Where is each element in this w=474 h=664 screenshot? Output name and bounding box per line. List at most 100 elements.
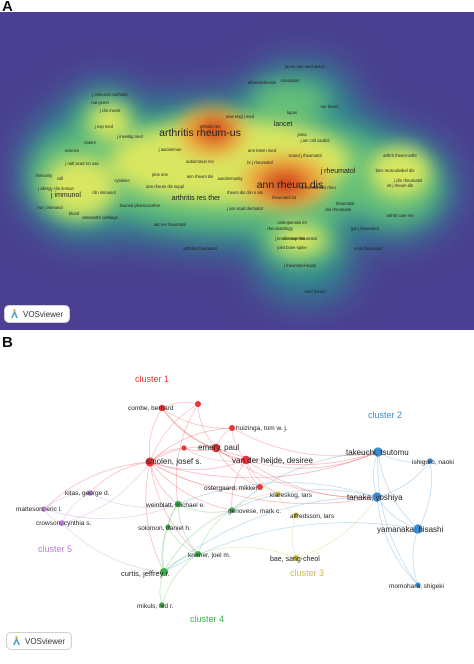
journal-label-53: ann rheum dis — [187, 174, 214, 179]
author-label-genovese: genovese, mark c. — [228, 508, 281, 515]
network-edge-42 — [417, 460, 432, 530]
journal-label-13: blood — [69, 211, 80, 216]
network-node-crowson — [59, 520, 65, 526]
journal-label-43: br j rheumatol — [247, 160, 273, 165]
journal-label-55: j allergy clin immun — [37, 186, 74, 191]
network-edge-17 — [145, 461, 165, 573]
journal-label-0: arthritis rheum-us — [159, 127, 241, 139]
co-authorship-network: combe, bernard huizinga, tom w. j. emery, … — [16, 374, 454, 624]
journal-label-44: jpn j rheumatol — [350, 226, 379, 231]
density-map-panel: arthritis rheum-us ann rheum dis j rheumat… — [0, 12, 474, 330]
network-node-curtis — [160, 568, 168, 576]
network-edge-62 — [161, 526, 169, 573]
network-edge-14 — [149, 461, 261, 489]
journal-label-14: plos one — [152, 172, 169, 177]
network-edge-13 — [149, 459, 247, 471]
journal-label-58: j am coll cardiol — [300, 138, 330, 143]
journal-label-38: arthritis res — [200, 124, 221, 129]
journal-label-3: arthritis res ther — [172, 195, 221, 202]
author-label-yamanaka: yamanaka, hisashi — [377, 525, 443, 534]
panel-b-letter: B — [2, 334, 13, 351]
journal-label-37: ann rheum dis suppl — [146, 184, 184, 189]
journal-label-57: lupus — [287, 110, 297, 115]
network-edge-6 — [149, 427, 233, 463]
author-label-alfredsson: alfredsson, lars — [290, 513, 335, 520]
journal-label-52: semin arthritis rheu — [300, 185, 336, 190]
network-edge-25 — [245, 451, 379, 469]
network-edge-69 — [61, 461, 151, 524]
journal-label-49: clin immunol — [92, 190, 115, 195]
network-edge-61 — [167, 526, 199, 555]
network-edge-57 — [177, 503, 199, 555]
journal-label-56: autoimmunity — [218, 176, 244, 181]
journal-label-7: arthrit rheum-arthr — [383, 153, 417, 158]
network-edges — [43, 402, 432, 606]
network-edge-35 — [373, 451, 379, 498]
cluster-label-c1: cluster 1 — [135, 374, 169, 384]
network-node-solomon — [165, 524, 171, 530]
author-label-momohara: momohara, shigeki — [389, 583, 444, 590]
vosviewer-label-b: VOSviewer — [25, 636, 66, 646]
network-edge-43 — [412, 528, 419, 586]
network-node-klareskog — [275, 491, 281, 497]
journal-label-12: nature — [84, 140, 97, 145]
network-edge-58 — [162, 503, 179, 573]
network-node-ishiguro — [427, 458, 433, 464]
network-edge-36 — [377, 451, 419, 530]
journal-label-50: rheum dis clin n am — [227, 190, 264, 195]
network-node-huizinga — [229, 425, 235, 431]
journal-label-25: atherosclerosis — [248, 80, 276, 85]
journal-label-19: eur j immunol — [37, 205, 62, 210]
journal-label-34: j rheumatol-suppl — [283, 263, 316, 268]
network-edge-66 — [43, 492, 91, 510]
journal-label-5: lancet — [274, 121, 293, 128]
author-label-curtis: curtis, jeffrey r. — [121, 569, 170, 578]
network-node-combe — [158, 404, 166, 412]
network-node-kitas — [87, 490, 93, 496]
network-edge-54 — [197, 546, 297, 559]
panel-a-letter: A — [2, 0, 13, 15]
network-edge-19 — [149, 461, 378, 504]
journal-label-42: biomed pharmacother — [120, 203, 161, 208]
network-edge-46 — [177, 482, 378, 505]
journal-label-54: osteoarthr cartilage — [82, 215, 119, 220]
network-node-momohara — [415, 582, 421, 588]
journal-label-22: joint bone spine — [276, 245, 307, 250]
journal-label-21: rheumatol int — [272, 195, 297, 200]
journal-label-9: clin rheumatol — [325, 207, 351, 212]
journal-label-15: science — [65, 148, 80, 153]
network-edge-59 — [197, 509, 233, 555]
network-node-genovese — [229, 507, 235, 513]
network-edge-3 — [161, 407, 247, 461]
journal-label-27: ann intern med — [248, 148, 277, 153]
network-edge-0 — [161, 407, 217, 449]
journal-label-30: j bone miner res — [274, 236, 305, 241]
network-node-vanderheijde — [241, 455, 251, 465]
author-label-matteson: matteson, eric l. — [16, 506, 62, 513]
author-label-bae: bae, sang-cheol — [270, 556, 320, 563]
journal-label-10: arthritis rheumatol — [183, 246, 217, 251]
journal-label-33: cell — [57, 176, 63, 181]
journal-label-1: ann rheum dis — [257, 179, 324, 191]
network-node-kremer — [195, 551, 201, 557]
network-edge-67 — [61, 492, 91, 524]
journal-label-16: j exp med — [94, 124, 114, 129]
author-label-klareskog: klareskog, lars — [270, 492, 313, 499]
cluster-label-c4: cluster 4 — [190, 614, 224, 624]
author-label-smolen: smolen, josef s. — [146, 457, 202, 466]
network-edge-18 — [149, 461, 199, 555]
journal-label-62: bmc musculoskel dis — [376, 168, 415, 173]
network-edge-72 — [89, 492, 179, 508]
network-node-yamanaka — [413, 524, 423, 534]
network-edge-11 — [215, 447, 379, 465]
journal-label-8: arthrit care res — [387, 213, 414, 218]
journal-label-23: mod rheumatol — [354, 246, 382, 251]
network-edge-38 — [377, 451, 419, 586]
cluster-label-c3: cluster 3 — [290, 568, 324, 578]
network-node-matteson — [41, 506, 47, 512]
journal-label-31: autoimmun rev — [186, 159, 215, 164]
journal-label-4: j immunol — [50, 192, 81, 199]
network-map-panel: combe, bernard huizinga, tom w. j. emery, … — [0, 352, 474, 659]
author-label-emery: emery, paul — [198, 443, 239, 452]
journal-label-20: jama — [296, 132, 307, 137]
